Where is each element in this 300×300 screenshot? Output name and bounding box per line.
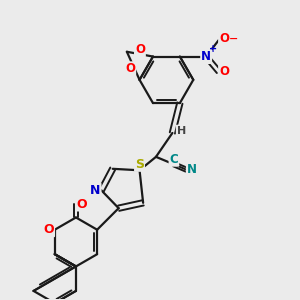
Text: N: N — [90, 184, 100, 197]
Text: O: O — [219, 32, 229, 45]
Text: +: + — [208, 44, 217, 54]
Text: O: O — [125, 62, 135, 75]
Text: C: C — [169, 153, 178, 166]
Text: O: O — [135, 43, 145, 56]
Text: N: N — [187, 163, 197, 176]
Text: O: O — [219, 65, 229, 78]
Text: N: N — [201, 50, 211, 63]
Text: −: − — [229, 34, 238, 44]
Text: O: O — [76, 197, 87, 211]
Text: S: S — [135, 158, 144, 171]
Text: H: H — [177, 126, 186, 136]
Text: O: O — [44, 223, 54, 236]
